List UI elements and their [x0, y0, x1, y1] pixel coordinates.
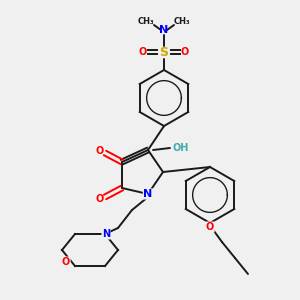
Text: O: O — [139, 47, 147, 57]
Text: O: O — [96, 194, 104, 204]
Text: N: N — [159, 25, 169, 35]
Text: CH₃: CH₃ — [174, 17, 190, 26]
Text: OH: OH — [173, 143, 189, 153]
Text: O: O — [206, 222, 214, 232]
Text: N: N — [143, 189, 153, 199]
Text: O: O — [62, 257, 70, 267]
Text: N: N — [102, 229, 110, 239]
Text: O: O — [181, 47, 189, 57]
Text: O: O — [96, 146, 104, 156]
Text: S: S — [160, 46, 169, 59]
Text: CH₃: CH₃ — [138, 17, 154, 26]
